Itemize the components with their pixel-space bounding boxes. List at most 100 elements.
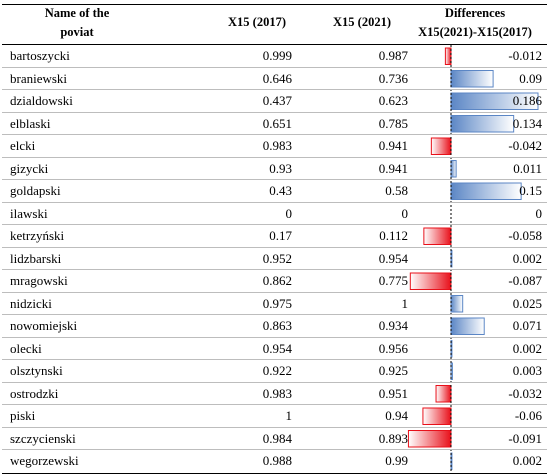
value-2017: 0.43 <box>269 183 292 198</box>
row-separator <box>2 314 547 315</box>
difference-bar <box>450 182 522 200</box>
row-separator <box>2 269 547 270</box>
poviat-name: szczycienski <box>10 430 76 446</box>
difference-value: 0 <box>535 205 543 221</box>
value-2017: 0.988 <box>262 453 292 468</box>
row-separator <box>2 224 547 225</box>
difference-value: 0.002 <box>512 453 542 468</box>
value-2021: 0.941 <box>378 160 408 176</box>
header-bottom-rule <box>2 44 547 45</box>
poviat-name: gizycki <box>10 160 49 176</box>
header-name: Name of the poviat <box>22 4 132 42</box>
poviat-name: elcki <box>10 138 36 153</box>
value-2021: 0.99 <box>385 453 408 468</box>
value-2017: 0.984 <box>262 430 292 446</box>
value-2017: 1 <box>285 408 293 423</box>
value-2017: 0.93 <box>269 160 292 176</box>
poviat-name: braniewski <box>10 70 68 86</box>
difference-value: -0.012 <box>508 48 542 63</box>
poviat-name: wegorzewski <box>10 453 79 468</box>
value-2017: 0.437 <box>262 93 292 108</box>
row-separator <box>2 246 547 248</box>
row-separator <box>2 291 547 293</box>
row-separator <box>2 336 547 338</box>
value-2017: 0.863 <box>262 318 292 333</box>
value-2017: 0.646 <box>262 70 292 86</box>
value-2017: 0.954 <box>262 340 292 356</box>
table-row: olecki 0.954 0.956 0.002 <box>2 338 547 360</box>
poviat-name: elblaski <box>10 115 51 131</box>
difference-value: 0.15 <box>519 183 542 198</box>
table-row: goldapski 0.43 0.58 0.15 <box>2 180 547 203</box>
table-row: mragowski 0.862 0.775 -0.087 <box>2 270 547 293</box>
table-row: bartoszycki 0.999 0.987 -0.012 <box>2 45 547 68</box>
row-separator <box>2 426 547 428</box>
table-row: nidzicki 0.975 1 0.025 <box>2 293 547 315</box>
table-row: elblaski 0.651 0.785 0.134 <box>2 113 547 135</box>
value-2017: 0.975 <box>262 295 292 311</box>
row-separator <box>2 201 547 203</box>
difference-value: 0.002 <box>512 340 542 356</box>
poviat-name: nidzicki <box>10 295 52 311</box>
value-2021: 0.951 <box>378 385 408 401</box>
poviat-name: ilawski <box>10 205 48 221</box>
value-2021: 0.941 <box>378 138 408 153</box>
table-row: ilawski 0 0 0 <box>2 203 547 225</box>
value-2021: 0.956 <box>378 340 408 356</box>
table-row: piski 1 0.94 -0.06 <box>2 405 547 428</box>
difference-value: -0.087 <box>508 273 542 288</box>
table-row: dzialdowski 0.437 0.623 0.186 <box>2 90 547 113</box>
table-row: nowomiejski 0.863 0.934 0.071 <box>2 315 547 338</box>
table-top-rule <box>2 4 547 5</box>
table-row: ketrzyński 0.17 0.112 -0.058 <box>2 225 547 248</box>
poviat-name: olecki <box>10 340 42 356</box>
poviat-name: ketrzyński <box>10 228 65 243</box>
difference-bar <box>444 47 452 65</box>
value-2017: 0.651 <box>262 115 292 131</box>
header-diff-line2: X15(2021)-X15(2017) <box>418 25 532 39</box>
row-separator <box>2 89 547 90</box>
value-2017: 0.17 <box>269 228 292 243</box>
value-2021: 0.785 <box>378 115 408 131</box>
difference-value: 0.025 <box>512 295 542 311</box>
value-2021: 0.775 <box>378 273 408 288</box>
value-2017: 0.952 <box>262 250 292 266</box>
value-2021: 1 <box>401 295 409 311</box>
row-separator <box>2 381 547 383</box>
difference-value: -0.058 <box>508 228 542 243</box>
value-2021: 0.925 <box>378 363 408 378</box>
value-2017: 0.922 <box>262 363 292 378</box>
row-separator <box>2 66 547 68</box>
header-name-line1: Name of the <box>44 6 110 20</box>
value-2021: 0.954 <box>378 250 408 266</box>
poviat-name: piski <box>10 408 36 423</box>
value-2017: 0.999 <box>262 48 292 63</box>
poviat-name: lidzbarski <box>10 250 62 266</box>
header-name-line2: poviat <box>60 25 94 39</box>
value-2021: 0.893 <box>378 430 408 446</box>
value-2021: 0.58 <box>385 183 408 198</box>
difference-bar <box>450 362 453 380</box>
table-bottom-rule <box>2 472 547 474</box>
difference-bars <box>407 45 539 472</box>
value-2017: 0.983 <box>262 138 292 153</box>
table-row: szczycienski 0.984 0.893 -0.091 <box>2 428 547 450</box>
table-row: wegorzewski 0.988 0.99 0.002 <box>2 450 547 473</box>
difference-value: -0.06 <box>514 408 542 423</box>
value-2017: 0.862 <box>262 273 292 288</box>
difference-bar <box>450 295 464 313</box>
table-row: gizycki 0.93 0.941 0.011 <box>2 158 547 180</box>
value-2021: 0.94 <box>385 408 408 423</box>
value-2021: 0 <box>401 205 409 221</box>
row-separator <box>2 359 547 360</box>
poviat-name: dzialdowski <box>10 93 73 108</box>
row-separator <box>2 449 547 450</box>
difference-bar <box>422 407 452 425</box>
table-row: elcki 0.983 0.941 -0.042 <box>2 135 547 158</box>
value-2017: 0.983 <box>262 385 292 401</box>
difference-bar <box>423 227 452 245</box>
row-separator <box>2 134 547 135</box>
difference-value: 0.134 <box>512 115 542 131</box>
table-row: braniewski 0.646 0.736 0.09 <box>2 68 547 90</box>
header-differences: Differences X15(2021)-X15(2017) <box>400 4 550 42</box>
